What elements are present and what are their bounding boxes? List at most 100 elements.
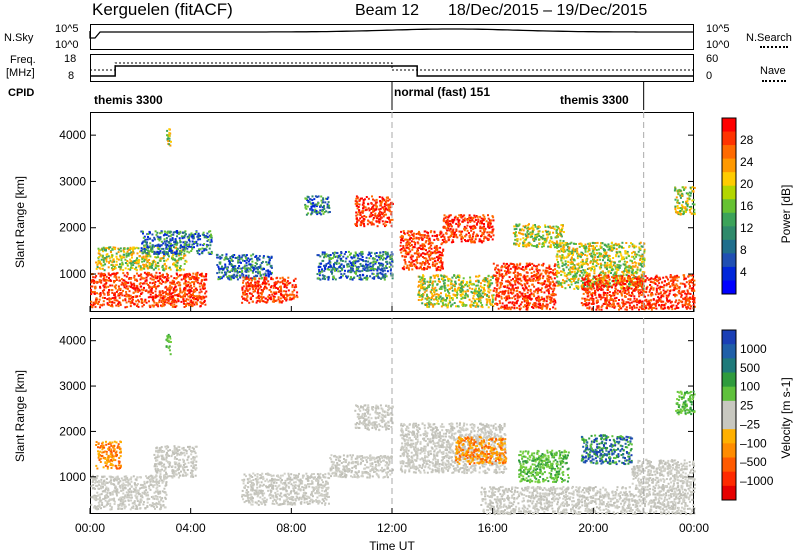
- power-cell: [255, 262, 258, 265]
- power-cell: [246, 259, 249, 262]
- power-cell: [215, 253, 218, 256]
- power-cell: [139, 266, 142, 269]
- power-cell: [95, 300, 98, 303]
- station-title: Kerguelen (fitACF): [92, 0, 233, 19]
- power-cell: [429, 246, 431, 249]
- power-cell: [376, 275, 379, 278]
- power-cell: [533, 290, 536, 293]
- power-cell: [460, 282, 462, 285]
- power-cell: [272, 295, 275, 298]
- power-cell: [332, 252, 334, 255]
- power-cell: [126, 293, 129, 296]
- power-cell: [162, 247, 165, 250]
- power-cell: [477, 220, 480, 223]
- power-cell: [431, 263, 434, 266]
- power-cell: [464, 240, 467, 243]
- power-cell: [511, 287, 514, 290]
- power-cell: [160, 244, 162, 247]
- power-cell: [328, 259, 331, 262]
- power-cell: [451, 239, 454, 242]
- nsearch-legend-dots: [760, 46, 788, 48]
- power-cell: [550, 298, 553, 301]
- power-cell: [153, 259, 155, 262]
- power-cell: [350, 262, 352, 265]
- power-cell: [522, 229, 525, 232]
- power-cell: [549, 308, 551, 311]
- power-cell: [560, 224, 563, 227]
- power-cell: [390, 257, 393, 260]
- power-cell: [495, 291, 498, 294]
- power-cell: [267, 274, 270, 277]
- power-cell: [107, 273, 110, 276]
- power-cell: [528, 304, 531, 307]
- power-cell: [442, 279, 445, 282]
- power-cell: [188, 235, 191, 238]
- power-cell: [306, 195, 309, 198]
- power-cell: [436, 293, 438, 296]
- power-cell: [417, 293, 420, 296]
- power-cell: [144, 265, 147, 268]
- power-cell: [495, 278, 498, 281]
- power-cell: [486, 277, 489, 280]
- power-cell: [153, 301, 156, 304]
- power-cell: [540, 291, 543, 293]
- power-cell: [528, 262, 531, 265]
- power-cell: [259, 272, 262, 275]
- power-cell: [175, 248, 178, 251]
- power-cell: [549, 225, 551, 228]
- power-cell: [267, 269, 270, 272]
- power-cell: [481, 306, 484, 309]
- power-cell: [495, 302, 498, 305]
- power-cell: [460, 294, 463, 297]
- power-cell: [132, 291, 135, 294]
- power-cell: [545, 285, 548, 288]
- power-cell: [542, 269, 545, 272]
- power-cell: [249, 283, 252, 286]
- power-cell: [553, 277, 556, 280]
- power-cell: [607, 248, 610, 251]
- power-cell: [145, 254, 148, 257]
- power-cell: [242, 285, 245, 288]
- power-cell: [100, 254, 103, 257]
- power-cell: [616, 244, 618, 247]
- power-cell: [155, 303, 158, 306]
- power-cell: [455, 276, 458, 279]
- power-cell: [528, 293, 531, 296]
- power-cell: [443, 284, 446, 287]
- power-cell: [442, 233, 445, 236]
- freq-left-tick-top: 18: [64, 53, 77, 65]
- power-cell: [523, 241, 526, 244]
- power-cell: [490, 219, 493, 222]
- power-cell: [284, 280, 286, 283]
- power-cell: [355, 252, 357, 255]
- power-cell: [148, 265, 151, 268]
- power-cell: [415, 260, 418, 263]
- power-cell: [246, 268, 249, 271]
- power-cell: [315, 203, 318, 206]
- power-cell: [521, 294, 524, 297]
- power-cell: [407, 253, 410, 256]
- power-cell: [257, 272, 260, 275]
- power-cell: [234, 268, 236, 271]
- power-cell: [244, 255, 247, 258]
- power-cell: [487, 214, 489, 217]
- power-cell: [445, 232, 448, 235]
- power-cell: [254, 289, 256, 292]
- power-cell: [430, 303, 433, 306]
- power-cell: [200, 298, 203, 301]
- power-cell: [410, 263, 412, 265]
- power-cell: [513, 306, 516, 309]
- power-cell: [160, 274, 163, 277]
- power-cell: [160, 282, 163, 285]
- power-cell: [175, 240, 178, 243]
- power-cell: [103, 276, 106, 279]
- power-cell: [253, 278, 256, 281]
- power-cell: [155, 264, 158, 267]
- power-cell: [537, 295, 540, 298]
- power-cell: [184, 278, 187, 280]
- power-cell: [598, 272, 601, 275]
- power-cell: [169, 268, 172, 271]
- power-cell: [532, 224, 535, 227]
- power-cell: [333, 251, 336, 254]
- power-cell: [102, 274, 105, 277]
